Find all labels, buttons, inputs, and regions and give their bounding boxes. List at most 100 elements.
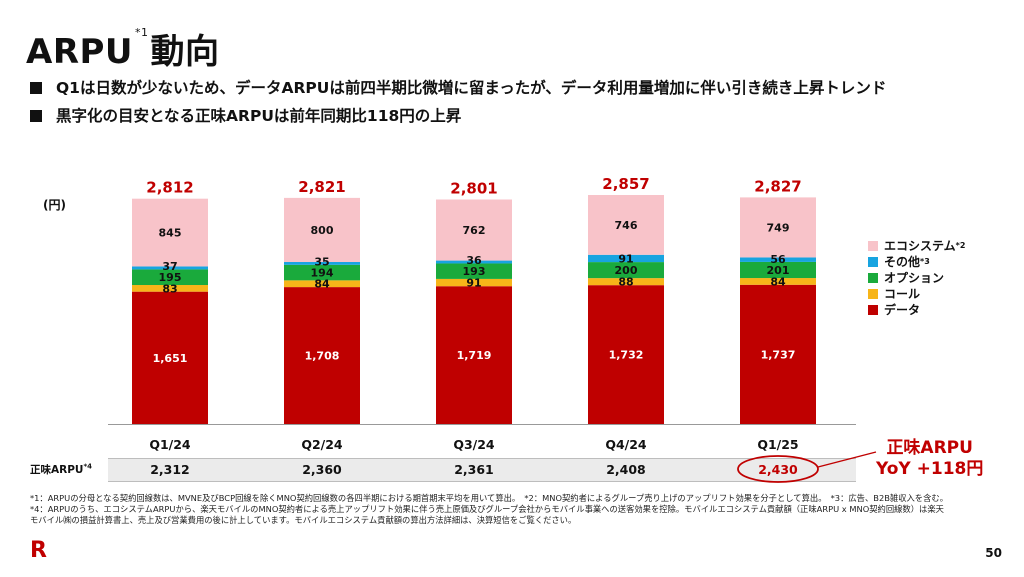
segment-label-other: 91: [618, 252, 633, 265]
segment-label-ecosystem: 762: [463, 224, 486, 237]
bar-segment-other: [132, 266, 208, 270]
bar-segment-call: [436, 278, 512, 287]
legend-footnote-mark: *3: [920, 257, 930, 266]
x-tick-label: Q3/24: [453, 437, 495, 452]
bullet-text: 黒字化の目安となる正味ARPUは前年同期比118円の上昇: [56, 107, 462, 125]
legend-label: オプション: [884, 271, 945, 285]
total-label: 2,827: [754, 177, 801, 195]
net-arpu-callout: 正味ARPU YoY +118円: [876, 438, 983, 480]
segment-label-option: 195: [159, 271, 182, 284]
bullet-text: Q1は日数が少ないため、データARPUは前四半期比微増に留まったが、データ利用量…: [56, 79, 887, 97]
legend-label: エコシステム: [884, 239, 956, 253]
bar-segment-data: [740, 284, 816, 424]
net-arpu-value: 2,361: [454, 462, 494, 477]
legend-footnote-mark: *2: [955, 241, 966, 250]
total-label: 2,812: [146, 179, 193, 197]
bar-segment-other: [740, 257, 816, 262]
bar-segment-call: [588, 278, 664, 286]
legend-swatch: [868, 241, 878, 251]
x-tick-label: Q4/24: [605, 437, 647, 452]
legend-label: データ: [884, 303, 921, 317]
bar-segment-ecosystem: [740, 197, 816, 258]
segment-label-data: 1,651: [153, 352, 188, 365]
title-footnote-mark: *1: [135, 26, 149, 39]
net-arpu-label: 正味ARPU*4: [30, 462, 92, 477]
title-suffix: 動向: [150, 32, 220, 72]
bar-segment-call: [132, 285, 208, 292]
net-arpu-value: 2,408: [606, 462, 646, 477]
legend-item-other: その他 *3: [868, 254, 965, 270]
legend-swatch: [868, 305, 878, 315]
rakuten-logo: R: [30, 538, 47, 563]
segment-label-data: 1,708: [305, 350, 340, 363]
segment-label-call: 88: [618, 276, 633, 289]
total-label: 2,801: [450, 180, 497, 198]
bar-segment-call: [284, 280, 360, 288]
segment-label-call: 84: [314, 278, 330, 291]
segment-label-option: 200: [615, 264, 638, 277]
bar-segment-ecosystem: [132, 198, 208, 267]
bar-segment-other: [284, 262, 360, 265]
segment-label-data: 1,737: [761, 348, 796, 361]
legend-swatch: [868, 273, 878, 283]
bullet-item: 黒字化の目安となる正味ARPUは前年同期比118円の上昇: [30, 102, 886, 130]
title-main: ARPU: [26, 32, 134, 72]
bar-segment-other: [436, 260, 512, 264]
summary-bullets: Q1は日数が少ないため、データARPUは前四半期比微増に留まったが、データ利用量…: [30, 74, 886, 130]
net-arpu-row: [108, 458, 856, 482]
bar-segment-ecosystem: [588, 195, 664, 255]
callout-line2: YoY +118円: [876, 459, 984, 479]
segment-label-other: 36: [466, 254, 482, 267]
legend-item-ecosystem: エコシステム *2: [868, 238, 965, 254]
bar-segment-data: [588, 285, 664, 424]
segment-label-ecosystem: 746: [615, 219, 638, 232]
segment-label-call: 91: [466, 277, 481, 290]
bullet-square-icon: [30, 82, 42, 94]
segment-label-data: 1,719: [457, 349, 492, 362]
segment-label-option: 201: [767, 264, 790, 277]
bar-segment-option: [436, 263, 512, 279]
segment-label-call: 84: [770, 275, 786, 288]
segment-label-other: 35: [314, 256, 329, 269]
net-arpu-value: 2,312: [150, 462, 190, 477]
segment-label-other: 56: [770, 253, 786, 266]
segment-label-other: 37: [162, 260, 177, 273]
bar-segment-option: [588, 262, 664, 279]
net-arpu-value: 2,430: [758, 462, 798, 477]
callout-connector: [817, 451, 877, 468]
x-tick-label: Q1/25: [757, 437, 798, 452]
segment-label-option: 193: [463, 265, 486, 278]
segment-label-option: 194: [311, 267, 334, 280]
bar-segment-ecosystem: [284, 197, 360, 263]
bar-segment-data: [436, 286, 512, 424]
bullet-item: Q1は日数が少ないため、データARPUは前四半期比微増に留まったが、データ利用量…: [30, 74, 886, 102]
net-arpu-footnote-mark: *4: [83, 462, 92, 471]
legend-swatch: [868, 257, 878, 267]
legend-label: コール: [884, 287, 921, 301]
segment-label-data: 1,732: [609, 349, 644, 362]
bar-segment-option: [132, 269, 208, 286]
footnote-2: *4：ARPUのうち、エコシステムARPUから、楽天モバイルのMNO契約者による…: [30, 504, 944, 514]
page-number: 50: [985, 546, 1002, 560]
chart-legend: エコシステム *2 その他 *3 オプション コール データ: [868, 238, 965, 318]
bar-segment-option: [740, 261, 816, 279]
footnotes: *1：ARPUの分母となる契約回線数は、MVNE及びBCP回線を除くMNO契約回…: [30, 493, 998, 526]
page-title: ARPU *1動向: [26, 24, 220, 73]
x-tick-label: Q1/24: [149, 437, 191, 452]
y-unit-label: (円): [43, 198, 66, 212]
bar-segment-call: [740, 278, 816, 285]
callout-line1: 正味ARPU: [886, 438, 973, 458]
legend-label: その他: [884, 255, 921, 269]
bar-segment-data: [284, 287, 360, 424]
x-tick-label: Q2/24: [301, 437, 343, 452]
legend-item-option: オプション: [868, 270, 965, 286]
segment-label-call: 83: [162, 282, 177, 295]
legend-item-call: コール: [868, 286, 965, 302]
total-label: 2,857: [602, 175, 649, 193]
highlight-ellipse: [737, 455, 819, 483]
footnote-3: モバイル㈱の損益計算書上、売上及び営業費用の後に計上しています。モバイルエコシス…: [30, 515, 577, 525]
bar-segment-ecosystem: [436, 199, 512, 261]
segment-label-ecosystem: 800: [311, 224, 334, 237]
legend-item-data: データ: [868, 302, 965, 318]
